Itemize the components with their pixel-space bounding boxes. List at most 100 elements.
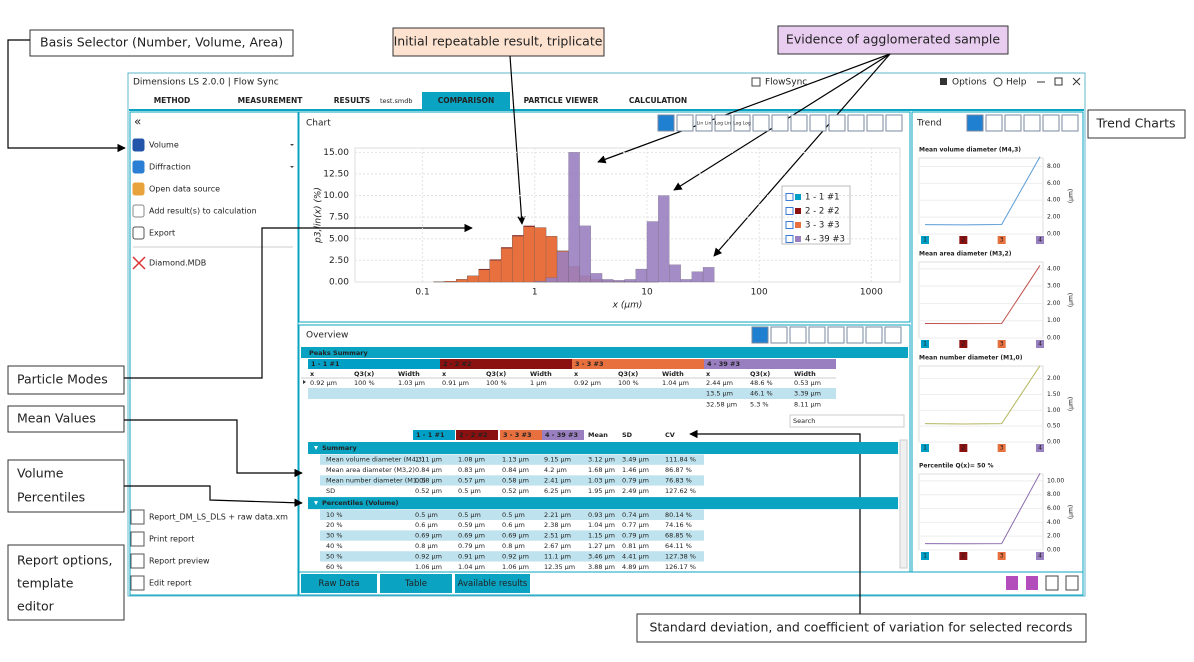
legend-checkbox[interactable] <box>785 221 794 229</box>
toolbar-button[interactable] <box>1004 114 1022 132</box>
toolbar-button[interactable] <box>846 326 864 344</box>
trend-category <box>1036 552 1044 560</box>
table-cell: 68.85 % <box>665 532 692 540</box>
table-row <box>320 464 704 476</box>
sidebar-item[interactable]: Export <box>149 229 175 238</box>
column-header: Q3(x) <box>354 370 374 378</box>
legend-checkbox[interactable] <box>785 193 794 201</box>
annotation-box <box>7 365 125 395</box>
legend-checkbox[interactable] <box>785 235 794 243</box>
bottom-tab[interactable] <box>301 574 377 593</box>
y-axis-label: p3,lin(x) (%) <box>314 187 324 244</box>
section-title[interactable]: Percentiles (Volume) <box>322 499 399 507</box>
active-tab[interactable] <box>422 92 510 110</box>
save-as-icon[interactable] <box>1026 576 1038 590</box>
toolbar-button[interactable] <box>1023 114 1041 132</box>
table-cell: 0.5 µm <box>502 511 525 519</box>
menu-tab[interactable]: PARTICLE VIEWER <box>524 96 599 105</box>
sidebar-item[interactable]: Open data source <box>149 185 220 194</box>
search-placeholder[interactable]: Search <box>793 417 815 425</box>
trend-category <box>921 340 929 348</box>
toolbar-button[interactable] <box>733 114 751 132</box>
bottom-tab[interactable] <box>455 574 530 593</box>
annotation: Volume <box>17 466 64 481</box>
toolbar-button[interactable] <box>809 114 827 132</box>
toolbar-button[interactable] <box>1061 114 1079 132</box>
x-axis-label: x (µm) <box>612 301 643 311</box>
toolbar-button[interactable] <box>966 114 984 132</box>
menu-tab[interactable]: CALCULATION <box>629 96 687 105</box>
menu-tab[interactable]: METHOD <box>154 96 191 105</box>
bottom-tab-label[interactable]: Raw Data <box>319 579 360 589</box>
options-icon[interactable] <box>940 78 947 85</box>
table-cell: 100 % <box>618 379 639 387</box>
table-cell: 1.04 µm <box>588 521 615 529</box>
collapse-button[interactable]: « <box>134 115 141 129</box>
table-cell: 48.6 % <box>750 379 773 387</box>
bottom-tab-label[interactable]: Table <box>404 579 427 589</box>
toolbar-button[interactable] <box>790 114 808 132</box>
table-cell: 0.83 µm <box>458 466 485 474</box>
toolbar-button[interactable] <box>657 114 675 132</box>
toolbar-button[interactable] <box>695 114 713 132</box>
toolbar-button[interactable] <box>808 326 826 344</box>
histogram-bar <box>691 271 704 283</box>
sidebar-item[interactable]: Diamond.MDB <box>149 259 206 268</box>
help-menu[interactable]: Help <box>1006 78 1027 88</box>
annotation: Basis Selector (Number, Volume, Area) <box>40 35 283 50</box>
toolbar-button[interactable] <box>866 114 884 132</box>
y-tick-label: 2.00 <box>1047 375 1061 382</box>
toolbar-button[interactable] <box>789 326 807 344</box>
trend-category-label: 3 <box>1000 237 1004 244</box>
legend-checkbox[interactable] <box>785 207 794 215</box>
toolbar-button[interactable] <box>847 114 865 132</box>
bottom-tab-label[interactable]: Available results <box>458 579 528 589</box>
toolbar-button[interactable] <box>714 114 732 132</box>
toolbar-button[interactable] <box>771 114 789 132</box>
toolbar-button[interactable] <box>884 326 902 344</box>
report-item[interactable]: Print report <box>149 535 194 544</box>
toolbar-button[interactable] <box>770 326 788 344</box>
toolbar-button[interactable] <box>828 114 846 132</box>
table-cell: 1.04 µm <box>662 379 689 387</box>
help-icon[interactable] <box>993 77 1003 87</box>
report-item[interactable]: Report preview <box>149 557 210 566</box>
sidebar-item[interactable]: Diffraction <box>149 163 191 172</box>
save-icon[interactable] <box>1006 576 1018 590</box>
menu-tab[interactable]: MEASUREMENT <box>238 96 304 105</box>
report-item[interactable]: Edit report <box>149 579 191 588</box>
toolbar-button[interactable] <box>865 326 883 344</box>
toolbar-button[interactable] <box>676 114 694 132</box>
scrollbar[interactable] <box>899 439 908 569</box>
menu-tab[interactable]: RESULTS <box>334 96 370 105</box>
trend-category <box>1036 444 1044 452</box>
toolbar-button[interactable] <box>752 114 770 132</box>
toolbar-button[interactable] <box>1042 114 1060 132</box>
sidebar-item[interactable]: Volume <box>149 141 179 150</box>
histogram-bar <box>456 279 468 283</box>
import-icon[interactable] <box>1065 575 1079 591</box>
toolbar-button[interactable] <box>885 114 903 132</box>
bottom-tab[interactable] <box>380 574 452 593</box>
annotation-box <box>636 613 1087 643</box>
column-header: 2 - 2 #2 <box>459 431 488 439</box>
toolbar-button[interactable] <box>985 114 1003 132</box>
section-title[interactable]: Summary <box>322 444 357 452</box>
legend-entry: 1 - 1 #1 <box>805 193 840 203</box>
export-icon[interactable] <box>1045 575 1059 591</box>
legend-swatch <box>795 222 801 228</box>
trend-title: Mean volume diameter (M4,3) <box>919 147 1021 154</box>
toolbar-label: Lin Lin <box>697 121 712 127</box>
options-menu[interactable]: Options <box>952 78 987 88</box>
table-cell: 0.93 µm <box>588 511 615 519</box>
menu-tab[interactable]: COMPARISON <box>438 96 495 105</box>
sidebar-item[interactable]: Add result(s) to calculation <box>149 207 257 216</box>
report-item[interactable]: Report_DM_LS_DLS + raw data.xm <box>149 513 288 522</box>
toolbar-button[interactable] <box>751 326 769 344</box>
column-header: Q3(x) <box>486 370 506 378</box>
toolbar-button[interactable] <box>827 326 845 344</box>
annotation: Report options, <box>17 553 112 568</box>
search-box[interactable] <box>789 414 905 428</box>
column-header-cell <box>456 430 498 440</box>
trend-plot <box>918 473 1044 551</box>
